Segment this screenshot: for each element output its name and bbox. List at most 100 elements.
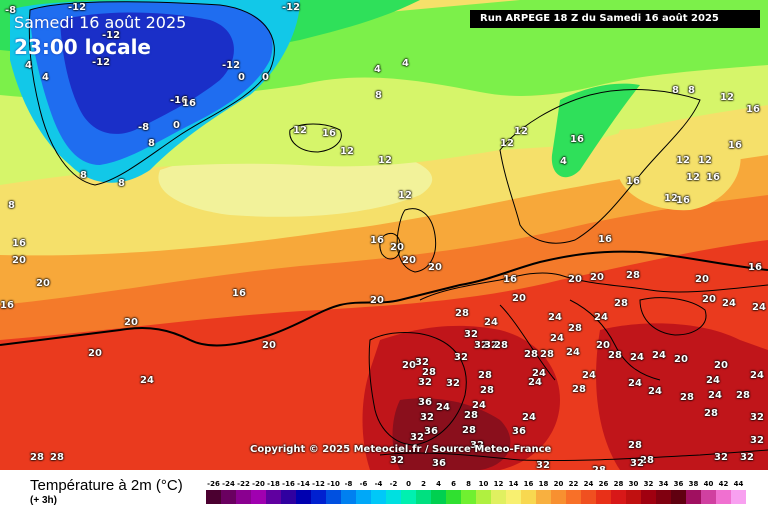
scale-tick-label: -14 [297, 480, 310, 488]
coast-scandinavia [499, 89, 701, 244]
scale-tick-label: 28 [613, 480, 624, 488]
temperature-value-label: 4 [374, 64, 381, 75]
temperature-value-label: 36 [432, 458, 446, 469]
temperature-value-label: 28 [626, 270, 640, 281]
scale-tick-label: -24 [222, 480, 235, 488]
temperature-value-label: 28 [628, 440, 642, 451]
temperature-value-label: 16 [12, 238, 26, 249]
temperature-value-label: 32 [474, 340, 488, 351]
scale-swatch [341, 490, 356, 504]
scale-tick-label: -4 [374, 480, 383, 488]
scale-swatch [551, 490, 566, 504]
scale-swatch [626, 490, 641, 504]
temperature-value-label: 24 [472, 400, 486, 411]
temperature-value-label: 32 [418, 377, 432, 388]
temperature-value-label: 20 [12, 255, 26, 266]
temperature-value-label: 24 [140, 375, 154, 386]
temperature-value-label: 32 [536, 460, 550, 470]
temperature-value-label: 28 [614, 298, 628, 309]
scale-swatch [461, 490, 476, 504]
temperature-value-label: 32 [740, 452, 754, 463]
scale-tick-label: 38 [688, 480, 699, 488]
temperature-value-label: 24 [566, 347, 580, 358]
temperature-value-label: 32 [446, 378, 460, 389]
temperature-value-label: 28 [462, 425, 476, 436]
coast-italy [499, 304, 556, 381]
temperature-value-label: 12 [514, 126, 528, 137]
temperature-value-label: 28 [478, 370, 492, 381]
temperature-value-label: 24 [752, 302, 766, 313]
scale-swatch [521, 490, 536, 504]
temperature-value-label: 24 [722, 298, 736, 309]
temperature-value-label: 24 [706, 375, 720, 386]
temperature-value-label: 32 [415, 357, 429, 368]
scale-tick-label: -10 [327, 480, 340, 488]
temperature-value-label: 12 [698, 155, 712, 166]
temperature-value-label: 20 [674, 354, 688, 365]
coast-british-isles [396, 208, 437, 273]
coast-iberia [368, 332, 467, 446]
temperature-value-label: -12 [68, 2, 87, 13]
temperature-value-label: 20 [402, 360, 416, 371]
scale-tick-label: 40 [703, 480, 714, 488]
temperature-value-label: 20 [695, 274, 709, 285]
temperature-value-label: 36 [424, 426, 438, 437]
temperature-map: -8 -12 -12 -12 -12 -12 4 4 0 0 4 4 8 -16 16 0 -8 8 8 8 8 12 16… [0, 0, 768, 470]
scale-tick-label: -12 [312, 480, 325, 488]
scale-swatch [641, 490, 656, 504]
temperature-value-label: 4 [402, 58, 409, 69]
temperature-value-label: 24 [630, 352, 644, 363]
temperature-value-label: 20 [36, 278, 50, 289]
scale-swatch [536, 490, 551, 504]
temperature-value-label: 24 [582, 370, 596, 381]
temperature-value-label: 32 [750, 435, 764, 446]
temperature-value-label: 32 [470, 440, 484, 451]
coast-north-africa [379, 449, 768, 462]
temperature-value-label: 32 [390, 455, 404, 466]
temperature-value-label: 20 [596, 340, 610, 351]
temperature-value-label: 32 [750, 412, 764, 423]
scale-swatch [431, 490, 446, 504]
scale-tick-label: 26 [598, 480, 609, 488]
temperature-value-label: 24 [750, 370, 764, 381]
valid-time-label: 23:00 locale [14, 35, 151, 59]
scale-tick-label: -16 [282, 480, 295, 488]
scale-tick-label: 34 [658, 480, 669, 488]
temperature-value-label: 0 [238, 72, 245, 83]
coast-black-sea [639, 297, 707, 336]
scale-tick-label: -26 [207, 480, 220, 488]
coast-balkans [569, 299, 661, 381]
temperature-value-label: 24 [484, 317, 498, 328]
temperature-value-label: 12 [398, 190, 412, 201]
temperature-value-label: 32 [484, 340, 498, 351]
temperature-value-label: 20 [402, 255, 416, 266]
temperature-value-label: 28 [422, 367, 436, 378]
temperature-value-label: 16 [0, 300, 14, 311]
temperature-value-label: 20 [714, 360, 728, 371]
temperature-value-label: 32 [630, 458, 644, 469]
scale-tick-label: 16 [523, 480, 534, 488]
temperature-value-label: 24 [548, 312, 562, 323]
legend-subtitle: (+ 3h) [30, 495, 57, 506]
temperature-value-label: 12 [686, 172, 700, 183]
scale-tick-label: 44 [733, 480, 744, 488]
temperature-value-label: 28 [572, 384, 586, 395]
temperature-value-label: 16 [182, 98, 196, 109]
scale-tick-label: 30 [628, 480, 639, 488]
scale-swatch [566, 490, 581, 504]
scale-swatch [446, 490, 461, 504]
temperature-field [0, 0, 768, 470]
temperature-value-label: 20 [370, 295, 384, 306]
temperature-value-label: 16 [626, 176, 640, 187]
temperature-value-label: -12 [282, 2, 301, 13]
temperature-value-label: 4 [42, 72, 49, 83]
field-band-yellow-green [0, 60, 768, 185]
scale-swatch [716, 490, 731, 504]
temperature-value-label: 20 [702, 294, 716, 305]
field-band-hot-east [596, 323, 768, 470]
color-scale: -26 -24 -22 -20 -18 -16 -14 -12 -10 -8 -6 -4 -2 0 2 4 6 8… [206, 478, 746, 506]
temperature-value-label: 16 [728, 140, 742, 151]
temperature-value-label: 28 [524, 349, 538, 360]
temperature-value-label: 24 [436, 402, 450, 413]
